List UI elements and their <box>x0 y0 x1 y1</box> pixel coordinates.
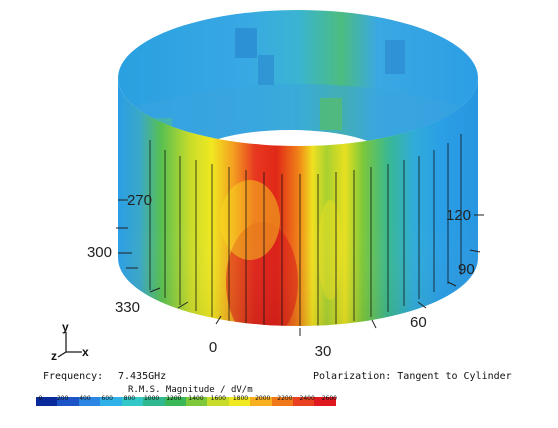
rim-patch <box>235 28 257 58</box>
rim-patch <box>385 40 405 74</box>
color-scale-swatch <box>36 397 58 406</box>
y-axis-label: y <box>62 320 69 334</box>
color-scale-swatch <box>314 397 336 406</box>
color-scale-tick-label: 2400 <box>299 395 315 402</box>
color-scale-swatch <box>78 397 101 406</box>
rim-patch <box>320 98 342 130</box>
color-scale-swatch <box>185 397 208 406</box>
color-scale-swatch <box>293 397 315 406</box>
angle-label-330: 330 <box>115 299 140 316</box>
color-scale-tick-label: 400 <box>79 395 91 402</box>
legend-title: R.M.S. Magnitude / dV/m <box>128 385 253 395</box>
angle-label-60: 60 <box>410 314 427 331</box>
angle-label-0: 0 <box>209 339 217 356</box>
angle-label-30: 30 <box>315 343 332 360</box>
frequency-value: 7.435GHz <box>118 371 167 382</box>
color-scale-tick-label: 0 <box>38 395 43 402</box>
angle-label-120: 120 <box>446 207 471 224</box>
color-scale-tick-label: 800 <box>123 395 136 402</box>
angle-label-270: 270 <box>127 192 152 209</box>
color-scale-swatch <box>207 397 229 406</box>
color-scale-swatch <box>100 397 122 406</box>
color-scale-tick-label: 200 <box>56 395 69 402</box>
color-scale-tick-label: 1600 <box>210 395 226 402</box>
color-scale-swatch <box>164 397 186 406</box>
polarization-text: Polarization: Tangent to Cylinder <box>313 371 512 382</box>
color-scale-swatch <box>250 397 272 406</box>
angle-label-300: 300 <box>87 244 112 261</box>
z-axis-label: z <box>51 349 57 363</box>
color-scale-bar <box>36 397 336 406</box>
color-scale-tick-label: 2600 <box>321 395 338 402</box>
color-scale-swatch <box>57 397 79 406</box>
color-scale-swatch <box>121 397 144 406</box>
frequency-label: Frequency: <box>43 371 104 382</box>
color-scale-tick-label: 1200 <box>166 395 182 402</box>
rim-patch <box>258 55 274 85</box>
angle-ticks <box>116 199 484 336</box>
color-scale-tick-label: 600 <box>101 395 113 402</box>
color-scale-tick-label: 2000 <box>255 395 271 402</box>
inner-shade <box>130 84 468 150</box>
color-scale-tick-label: 2200 <box>277 395 293 402</box>
color-scale-swatch <box>228 397 251 406</box>
z-axis-line <box>57 351 67 358</box>
color-scale-tick-label: 1400 <box>188 395 204 402</box>
color-scale-ticks: 0 200 400 600 800 1000 1200 1400 1600 1800 2000 220… <box>36 395 338 405</box>
angle-label-90: 90 <box>458 261 475 278</box>
axis-triad <box>57 332 82 358</box>
x-axis-label: x <box>82 345 89 359</box>
color-scale-tick-label: 1800 <box>232 395 249 402</box>
color-scale-swatch <box>143 397 165 406</box>
color-scale-swatch <box>271 397 294 406</box>
color-scale-tick-label: 1000 <box>143 395 160 402</box>
